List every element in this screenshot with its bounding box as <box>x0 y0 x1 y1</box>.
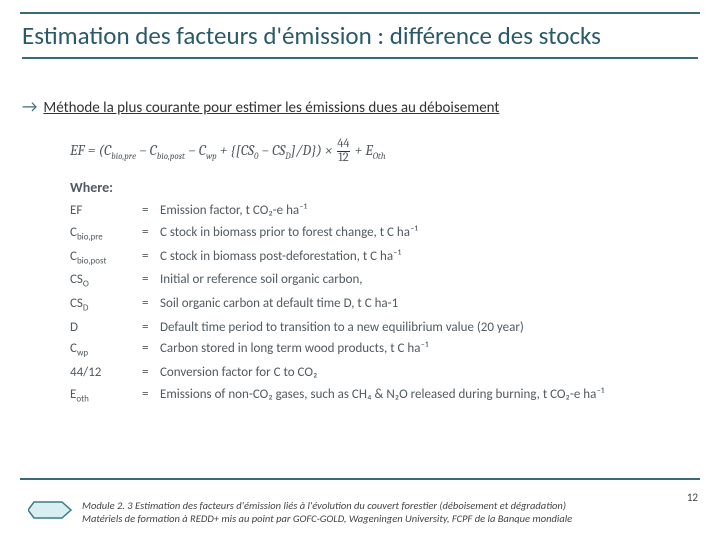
definition-row: 44/12=Conversion factor for C to CO₂ <box>70 362 680 384</box>
definition-equals: = <box>142 269 160 293</box>
definition-description: Carbon stored in long term wood products… <box>160 338 680 362</box>
equation: EF = (Cbio,pre − Cbio,post − Cwp + {[CS0… <box>70 138 680 165</box>
definition-description: Emissions of non-CO₂ gases, such as CH₄ … <box>160 384 680 408</box>
definition-symbol: D <box>70 317 142 339</box>
eq-brace-open: {[ <box>230 142 240 159</box>
eq-lhs: EF <box>70 142 85 159</box>
definition-row: Cwp=Carbon stored in long term wood prod… <box>70 338 680 362</box>
definition-row: CSO=Initial or reference soil organic ca… <box>70 269 680 293</box>
definition-symbol: CSO <box>70 269 142 293</box>
definition-equals: = <box>142 293 160 317</box>
eq-plus2: + <box>352 142 366 159</box>
definition-description: Initial or reference soil organic carbon… <box>160 269 680 293</box>
definitions-table: EF=Emission factor, t CO₂-e ha⁻¹Cbio,pre… <box>70 200 680 407</box>
definition-row: CSD=Soil organic carbon at default time … <box>70 293 680 317</box>
arrow-icon: → <box>22 96 37 117</box>
page-number: 12 <box>687 491 698 504</box>
eq-t3-sub: wp <box>206 152 217 162</box>
eq-minus1: − <box>136 142 150 159</box>
formula-area: EF = (Cbio,pre − Cbio,post − Cwp + {[CS0… <box>70 138 680 407</box>
eq-frac-den: 12 <box>337 152 349 165</box>
definition-description: Conversion factor for C to CO₂ <box>160 362 680 384</box>
top-rule <box>20 12 700 14</box>
definition-equals: = <box>142 200 160 222</box>
footer-line-2: Matériels de formation à REDD+ mis au po… <box>82 512 700 526</box>
eq-fraction: 4412 <box>335 138 351 165</box>
eq-t6: D <box>302 142 311 159</box>
eq-plus: + <box>217 142 231 159</box>
title-underline <box>22 57 698 59</box>
definition-symbol: Cbio,post <box>70 246 142 270</box>
eq-t1-sub: bio,pre <box>111 152 136 162</box>
eq-t5: CS <box>272 142 285 159</box>
eq-t2: C <box>150 142 157 159</box>
definition-symbol: EF <box>70 200 142 222</box>
eq-equals: = <box>88 142 99 159</box>
definition-symbol: Cwp <box>70 338 142 362</box>
definition-row: D=Default time period to transition to a… <box>70 317 680 339</box>
where-label: Where: <box>70 179 680 196</box>
definition-row: Cbio,pre=C stock in biomass prior to for… <box>70 222 680 246</box>
definition-description: C stock in biomass post-deforestation, t… <box>160 246 680 270</box>
definition-description: C stock in biomass prior to forest chang… <box>160 222 680 246</box>
footer-line-1: Module 2. 3 Estimation des facteurs d'ém… <box>82 499 700 513</box>
definition-description: Emission factor, t CO₂-e ha⁻¹ <box>160 200 680 222</box>
footer-rule <box>20 478 700 480</box>
footer-text: Module 2. 3 Estimation des facteurs d'ém… <box>82 499 700 526</box>
eq-minus2: − <box>185 142 199 159</box>
definition-row: Eoth=Emissions of non-CO₂ gases, such as… <box>70 384 680 408</box>
eq-t3: C <box>199 142 206 159</box>
eq-t2-sub: bio,post <box>157 152 185 162</box>
definition-symbol: 44/12 <box>70 362 142 384</box>
definition-equals: = <box>142 338 160 362</box>
definition-equals: = <box>142 222 160 246</box>
eq-t4: CS <box>241 142 254 159</box>
definition-equals: = <box>142 384 160 408</box>
eq-t7-sub: Oth <box>373 152 386 162</box>
page-title: Estimation des facteurs d'émission : dif… <box>22 22 698 51</box>
eq-minus3: − <box>258 142 272 159</box>
definition-row: EF=Emission factor, t CO₂-e ha⁻¹ <box>70 200 680 222</box>
eq-times: × <box>322 142 335 159</box>
definition-description: Soil organic carbon at default time D, t… <box>160 293 680 317</box>
definition-symbol: Eoth <box>70 384 142 408</box>
eq-frac-num: 44 <box>337 138 349 152</box>
eq-t7: E <box>365 142 372 159</box>
definition-equals: = <box>142 362 160 384</box>
definition-description: Default time period to transition to a n… <box>160 317 680 339</box>
definition-symbol: Cbio,pre <box>70 222 142 246</box>
title-block: Estimation des facteurs d'émission : dif… <box>22 22 698 59</box>
eq-brace-close: ]/ <box>291 142 303 159</box>
definition-equals: = <box>142 317 160 339</box>
definition-row: Cbio,post=C stock in biomass post-defore… <box>70 246 680 270</box>
footer: Module 2. 3 Estimation des facteurs d'ém… <box>28 499 700 526</box>
hex-arrow-icon <box>28 501 72 519</box>
definition-symbol: CSD <box>70 293 142 317</box>
subtitle-text: Méthode la plus courante pour estimer le… <box>43 99 499 117</box>
definition-equals: = <box>142 246 160 270</box>
subtitle-row: → Méthode la plus courante pour estimer … <box>22 96 698 117</box>
